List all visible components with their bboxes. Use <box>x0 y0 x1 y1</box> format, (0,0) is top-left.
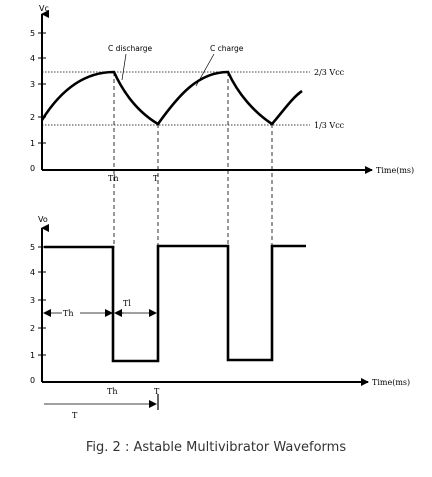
period-label: T <box>72 411 78 420</box>
bottom-y-tick-4: 4 <box>30 268 35 277</box>
discharge-label: C discharge <box>108 44 153 53</box>
bottom-y-tick-5: 5 <box>30 243 35 252</box>
bottom-y-tick-2: 2 <box>30 324 35 333</box>
top-y-label: Vc <box>39 4 49 13</box>
output-square-wave <box>44 246 306 361</box>
top-y-tick-5: 5 <box>30 29 35 38</box>
top-y-tick-0: 0 <box>30 164 35 173</box>
upper-threshold-label: 2/3 Vcc <box>314 68 345 77</box>
bottom-tick-th: Th <box>107 387 118 396</box>
capacitor-waveform <box>42 72 302 124</box>
top-y-tick-2: 2 <box>30 113 35 122</box>
bottom-y-tick-3: 3 <box>30 296 35 305</box>
tl-arrow-label: Tl <box>123 299 131 308</box>
top-tick-th: Th <box>108 174 119 183</box>
top-x-label: Time(ms) <box>376 166 414 175</box>
lower-threshold-label: 1/3 Vcc <box>314 121 345 130</box>
top-y-tick-1: 1 <box>30 139 35 148</box>
output-voltage-graph: Vo 0 1 2 3 4 5 Time(ms) Th Tl Th T <box>30 215 410 420</box>
bottom-y-tick-1: 1 <box>30 351 35 360</box>
figure-caption: Fig. 2 : Astable Multivibrator Waveforms <box>0 440 432 455</box>
bottom-x-label: Time(ms) <box>372 378 410 387</box>
charge-leader <box>196 54 214 86</box>
top-y-tick-4: 4 <box>30 54 35 63</box>
discharge-leader <box>122 54 126 80</box>
charge-label: C charge <box>210 44 244 53</box>
top-y-tick-3: 3 <box>30 80 35 89</box>
bottom-tick-t: T <box>154 387 160 396</box>
th-arrow-label: Th <box>63 309 74 318</box>
capacitor-voltage-graph: Vc 0 1 2 3 4 5 Time(ms) 2/3 Vcc 1/3 Vcc … <box>30 4 414 183</box>
bottom-y-label: Vo <box>38 215 48 224</box>
bottom-y-tick-0: 0 <box>30 376 35 385</box>
timing-connector-lines <box>114 72 272 248</box>
